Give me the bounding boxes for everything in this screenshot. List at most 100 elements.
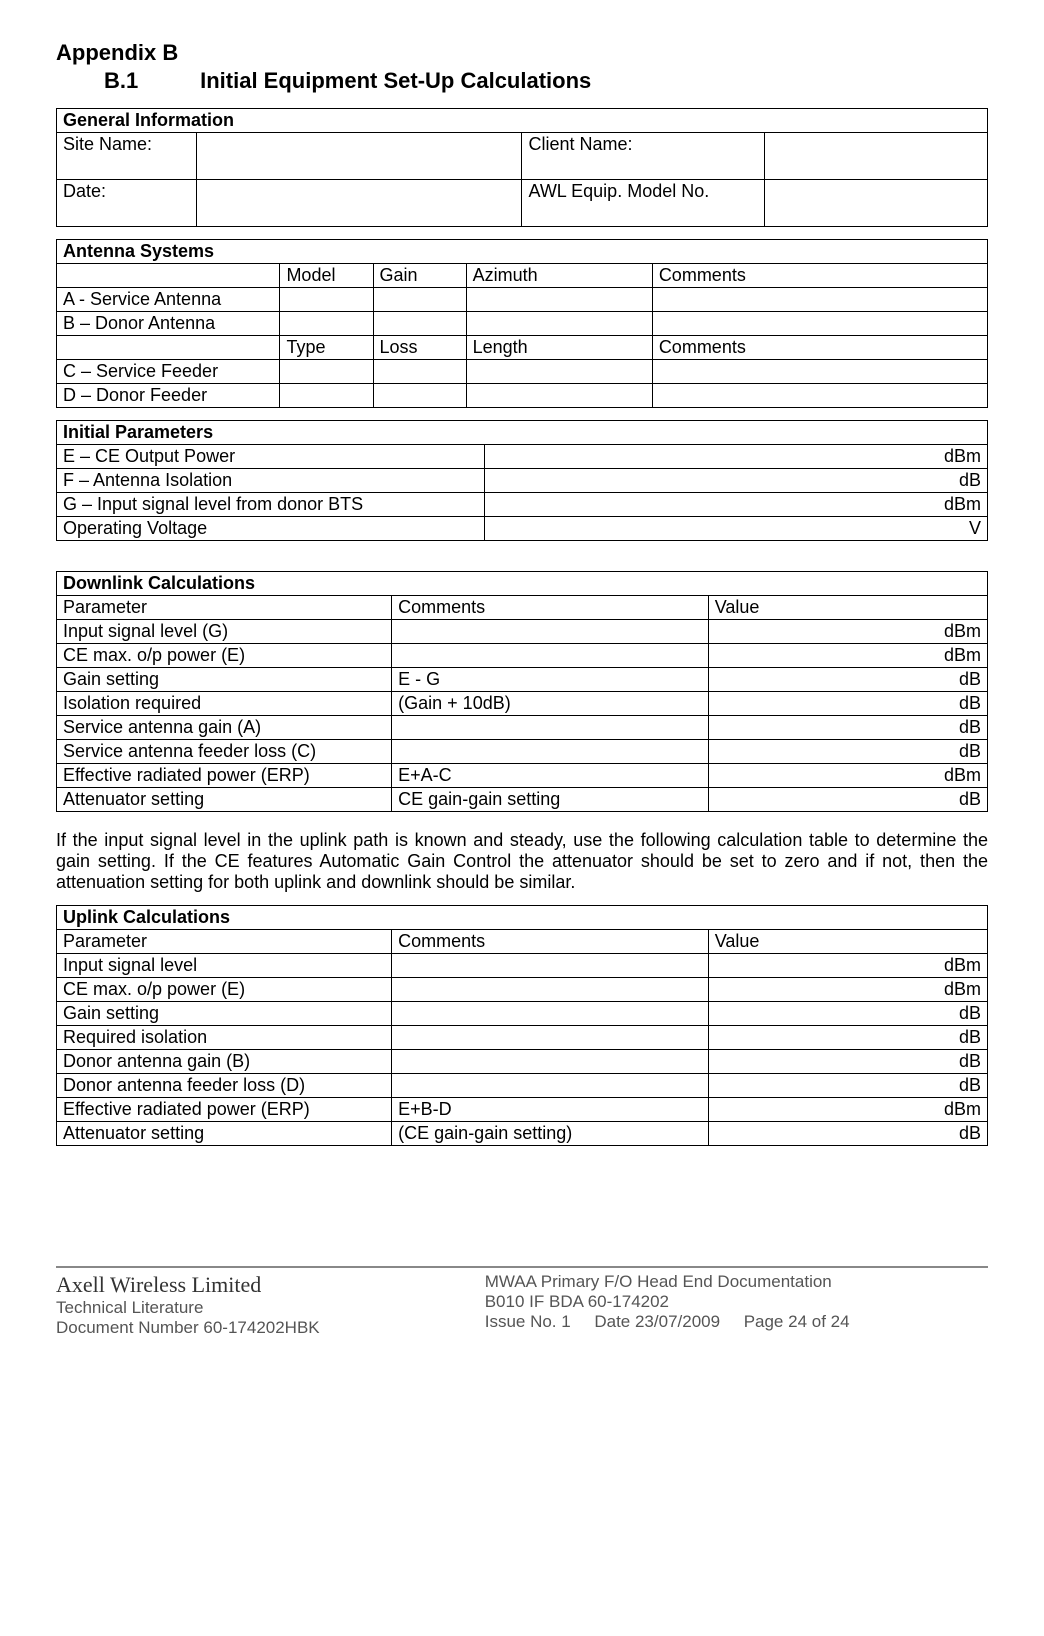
downlink-title: Downlink Calculations (57, 572, 988, 596)
label: Date: (57, 180, 197, 227)
comment-cell (392, 1002, 709, 1026)
value-cell (373, 360, 466, 384)
table-row: Input signal level (G)dBm (57, 620, 988, 644)
general-info-table: General Information Site Name: Client Na… (56, 108, 988, 227)
row-label: A - Service Antenna (57, 288, 280, 312)
footer-brand: Axell Wireless Limited (56, 1272, 485, 1298)
section-number: B.1 (104, 68, 194, 94)
row-label: Operating Voltage (57, 517, 485, 541)
table-row: Model Gain Azimuth Comments (57, 264, 988, 288)
uplink-title: Uplink Calculations (57, 906, 988, 930)
param-cell: Isolation required (57, 692, 392, 716)
label: Client Name: (522, 133, 764, 180)
comment-cell (392, 1050, 709, 1074)
comment-cell: CE gain-gain setting (392, 788, 709, 812)
comment-cell (392, 716, 709, 740)
table-row: Parameter Comments Value (57, 930, 988, 954)
value-cell (466, 312, 652, 336)
value-cell: dBm (708, 954, 987, 978)
param-cell: Gain setting (57, 668, 392, 692)
antenna-systems-table: Antenna Systems Model Gain Azimuth Comme… (56, 239, 988, 408)
table-row: Required isolationdB (57, 1026, 988, 1050)
value-cell: V (485, 517, 988, 541)
value-cell (764, 133, 987, 180)
row-label: E – CE Output Power (57, 445, 485, 469)
value-cell (652, 288, 987, 312)
comment-cell: (Gain + 10dB) (392, 692, 709, 716)
label: AWL Equip. Model No. (522, 180, 764, 227)
table-row: Effective radiated power (ERP)E+A-CdBm (57, 764, 988, 788)
footer-page: Page 24 of 24 (744, 1312, 850, 1331)
table-row: C – Service Feeder (57, 360, 988, 384)
value-cell: dB (708, 1074, 987, 1098)
value-cell (652, 384, 987, 408)
value-cell (373, 312, 466, 336)
param-cell: CE max. o/p power (E) (57, 978, 392, 1002)
value-cell: dB (708, 740, 987, 764)
footer-date: Date 23/07/2009 (594, 1312, 720, 1331)
col-header: Parameter (57, 930, 392, 954)
value-cell (280, 360, 373, 384)
value-cell: dBm (485, 445, 988, 469)
value-cell (280, 312, 373, 336)
value-cell (466, 360, 652, 384)
row-label: C – Service Feeder (57, 360, 280, 384)
table-row: F – Antenna Isolation dB (57, 469, 988, 493)
table-row: Service antenna gain (A)dB (57, 716, 988, 740)
param-cell: Effective radiated power (ERP) (57, 764, 392, 788)
param-cell: Gain setting (57, 1002, 392, 1026)
antenna-title: Antenna Systems (57, 240, 988, 264)
comment-cell: E+B-D (392, 1098, 709, 1122)
value-cell: dBm (708, 978, 987, 1002)
footer-doc-title: MWAA Primary F/O Head End Documentation (485, 1272, 988, 1292)
table-row: Donor antenna gain (B) dB (57, 1050, 988, 1074)
param-cell: Attenuator setting (57, 1122, 392, 1146)
col-header (57, 336, 280, 360)
value-cell (652, 360, 987, 384)
table-row: Effective radiated power (ERP)E+B-DdBm (57, 1098, 988, 1122)
value-cell: dBm (708, 1098, 987, 1122)
footer-subtitle: Technical Literature (56, 1298, 485, 1318)
table-row: E – CE Output Power dBm (57, 445, 988, 469)
value-cell (373, 288, 466, 312)
value-cell: dBm (708, 764, 987, 788)
col-header: Comments (392, 930, 709, 954)
col-header: Gain (373, 264, 466, 288)
initial-parameters-table: Initial Parameters E – CE Output Power d… (56, 420, 988, 541)
comment-cell: E - G (392, 668, 709, 692)
table-row: Operating Voltage V (57, 517, 988, 541)
value-cell (280, 288, 373, 312)
table-row: Gain settingE - GdB (57, 668, 988, 692)
value-cell (196, 133, 522, 180)
param-cell: Donor antenna gain (B) (57, 1050, 392, 1074)
uplink-table: Uplink Calculations Parameter Comments V… (56, 905, 988, 1146)
value-cell (764, 180, 987, 227)
general-info-title: General Information (57, 109, 988, 133)
value-cell: dB (708, 1050, 987, 1074)
value-cell (196, 180, 522, 227)
downlink-table: Downlink Calculations Parameter Comments… (56, 571, 988, 812)
appendix-heading: Appendix B (56, 40, 988, 66)
uplink-note-paragraph: If the input signal level in the uplink … (56, 830, 988, 893)
col-header: Type (280, 336, 373, 360)
col-header: Length (466, 336, 652, 360)
col-header: Value (708, 930, 987, 954)
table-row: CE max. o/p power (E) dBm (57, 978, 988, 1002)
value-cell (652, 312, 987, 336)
value-cell: dBm (485, 493, 988, 517)
section-title-text: Initial Equipment Set-Up Calculations (200, 68, 591, 93)
section-heading: B.1 Initial Equipment Set-Up Calculation… (104, 68, 988, 94)
table-row: Isolation required(Gain + 10dB)dB (57, 692, 988, 716)
table-row: A - Service Antenna (57, 288, 988, 312)
table-row: Attenuator settingCE gain-gain settingdB (57, 788, 988, 812)
table-row: D – Donor Feeder (57, 384, 988, 408)
row-label: F – Antenna Isolation (57, 469, 485, 493)
label: Site Name: (57, 133, 197, 180)
param-cell: CE max. o/p power (E) (57, 644, 392, 668)
col-header: Model (280, 264, 373, 288)
value-cell: dB (708, 1122, 987, 1146)
row-label: G – Input signal level from donor BTS (57, 493, 485, 517)
param-cell: Attenuator setting (57, 788, 392, 812)
row-label: D – Donor Feeder (57, 384, 280, 408)
table-row: G – Input signal level from donor BTS dB… (57, 493, 988, 517)
